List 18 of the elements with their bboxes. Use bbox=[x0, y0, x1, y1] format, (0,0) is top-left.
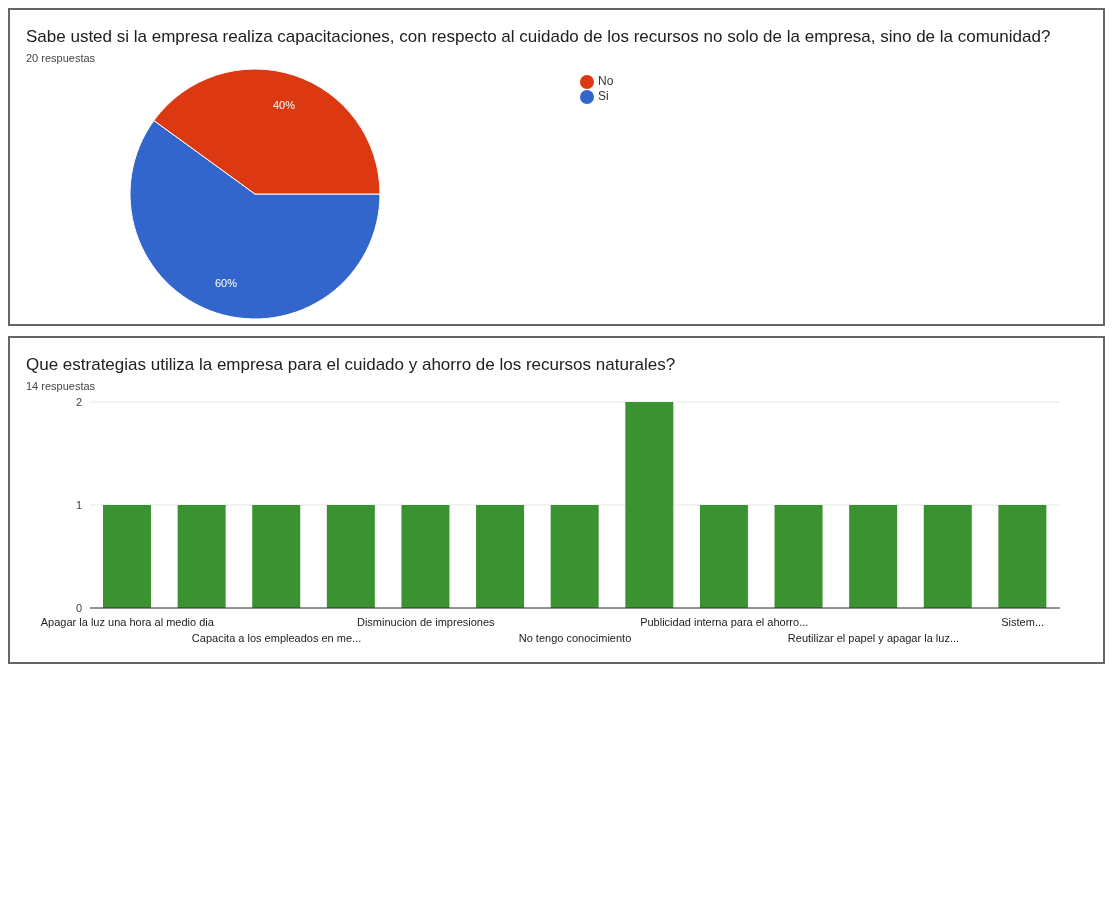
data-label: 60% bbox=[215, 277, 238, 290]
x-tick-label: Sistem... bbox=[1001, 616, 1045, 628]
y-tick-label: 0 bbox=[75, 601, 82, 614]
legend-label: No bbox=[598, 74, 614, 88]
x-tick-label: Disminucion de impresiones bbox=[356, 616, 496, 628]
x-tick-label: Publicidad interna para el ahorro... bbox=[640, 616, 809, 628]
y-tick-label: 1 bbox=[75, 498, 82, 511]
x-tick-label: Apagar la luz una hora al medio dia bbox=[40, 616, 215, 628]
chart-title: Que estrategias utiliza la empresa para el cuidado y ahorro de los recursos naturales? bbox=[26, 354, 677, 376]
legend-label: Si bbox=[598, 88, 609, 103]
data-label: 40% bbox=[272, 98, 296, 111]
y-tick-label: 2 bbox=[75, 395, 82, 408]
x-tick-label: Capacita a los empleados en me... bbox=[191, 632, 362, 644]
x-tick-label: No tengo conocimiento bbox=[518, 632, 632, 644]
x-tick-label: Reutilizar el papel y apagar la luz... bbox=[787, 632, 960, 644]
chart-subtitle: 20 respuestas bbox=[26, 52, 97, 64]
chart-subtitle: 14 respuestas bbox=[26, 380, 97, 392]
chart-title: Sabe usted si la empresa realiza capacitaciones, con respecto al cuidado de los recursos no solo de la empresa, sino de la comunidad? bbox=[26, 26, 1052, 48]
